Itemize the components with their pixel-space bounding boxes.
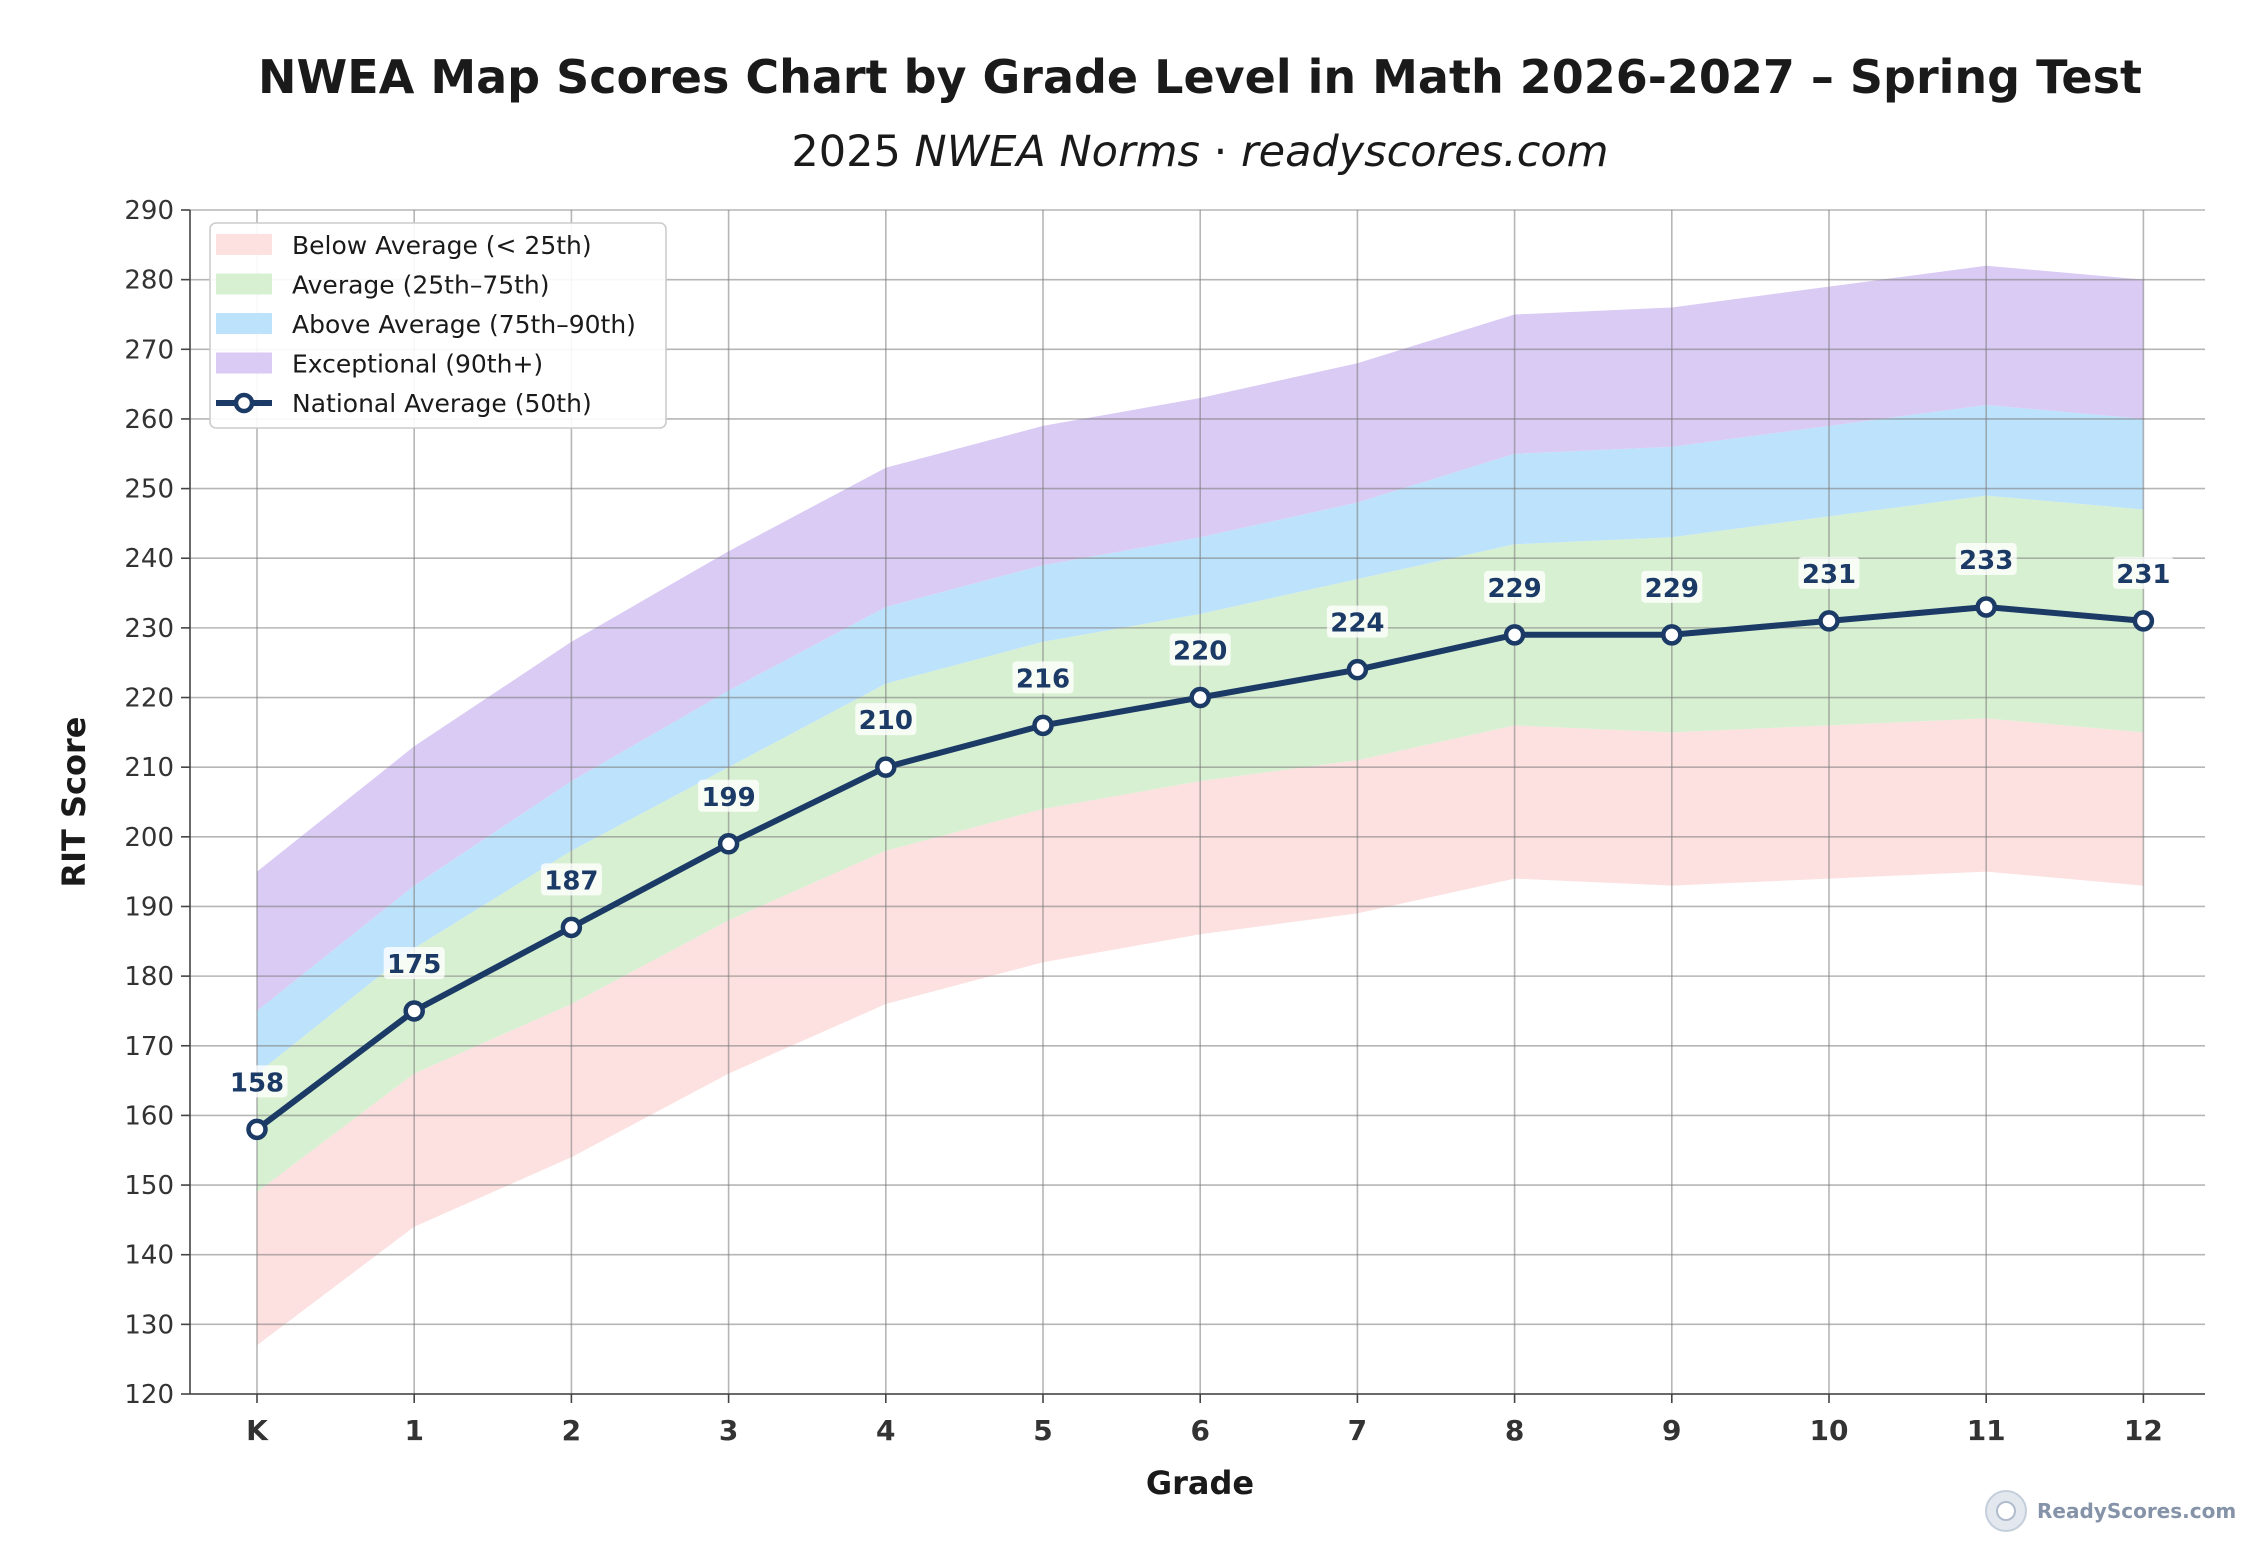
y-tick-label: 230 <box>124 614 174 644</box>
legend-label: Average (25th–75th) <box>292 271 550 300</box>
x-tick-label: 9 <box>1662 1414 1681 1447</box>
data-label: 233 <box>1959 546 2013 576</box>
data-label-bg <box>1012 661 1074 694</box>
y-tick-label: 260 <box>124 405 174 435</box>
data-label: 216 <box>1016 664 1070 694</box>
y-tick-label: 180 <box>124 962 174 992</box>
x-tick-label: 10 <box>1810 1414 1849 1447</box>
data-point <box>2132 610 2155 632</box>
y-tick-label: 220 <box>124 684 174 714</box>
readyscores-logo-inner <box>1996 1501 2016 1521</box>
legend-label: Below Average (< 25th) <box>292 231 592 260</box>
y-tick-label: 280 <box>124 266 174 296</box>
data-label-bg <box>1955 542 2017 575</box>
x-tick-label: 12 <box>2124 1414 2163 1447</box>
legend-swatch <box>216 352 272 374</box>
x-tick-label: 11 <box>1967 1414 2006 1447</box>
data-label: 175 <box>387 950 441 980</box>
x-tick-label: 4 <box>876 1414 895 1447</box>
y-tick-label: 210 <box>124 753 174 783</box>
y-tick-label: 160 <box>124 1101 174 1131</box>
x-tick-label: 7 <box>1348 1414 1367 1447</box>
data-label-bg <box>698 779 760 812</box>
data-point <box>246 1118 268 1141</box>
data-point <box>1346 658 1369 681</box>
data-point <box>1189 686 1211 709</box>
x-tick-label: 6 <box>1190 1414 1209 1447</box>
y-tick-label: 200 <box>124 823 174 853</box>
data-point <box>560 916 583 939</box>
data-point <box>1818 610 1840 632</box>
data-point <box>403 1000 425 1022</box>
watermark: ReadyScores.com <box>1985 1490 2236 1532</box>
legend: Below Average (< 25th) Average (25th–75th… <box>209 222 667 429</box>
data-label: 199 <box>701 783 755 813</box>
data-point <box>717 833 740 855</box>
y-tick-label: 290 <box>124 196 174 226</box>
data-point <box>1661 624 1683 646</box>
chart-subtitle: 2025 NWEA Norms · readyscores.com <box>791 127 1608 177</box>
data-label: 224 <box>1330 609 1384 639</box>
y-tick-label: 120 <box>124 1380 174 1410</box>
data-label: 158 <box>230 1068 284 1098</box>
y-tick-label: 170 <box>124 1032 174 1062</box>
data-label: 220 <box>1173 637 1227 667</box>
data-label-bg <box>1798 556 1860 589</box>
data-label-bg <box>1641 570 1703 603</box>
y-tick-label: 150 <box>124 1171 174 1201</box>
legend-swatch <box>216 273 272 295</box>
data-label-bg <box>1484 570 1546 603</box>
x-tick-label: 5 <box>1033 1414 1052 1447</box>
x-tick-labels: K 1 2 3 4 5 6 7 8 9 10 11 12 <box>246 1394 2163 1447</box>
y-tick-label: 270 <box>124 335 174 365</box>
data-point <box>1503 624 1526 646</box>
chart-title: NWEA Map Scores Chart by Grade Level in … <box>258 50 2142 104</box>
data-label-bg <box>226 1065 288 1098</box>
data-label: 229 <box>1645 574 1699 604</box>
y-axis-title: RIT Score <box>55 717 93 888</box>
y-tick-label: 140 <box>124 1241 174 1271</box>
y-tick-label: 250 <box>124 475 174 505</box>
data-point <box>1975 596 1997 618</box>
data-label: 231 <box>1802 560 1856 590</box>
data-label-bg <box>540 863 602 896</box>
data-label: 210 <box>859 706 913 736</box>
y-tick-label: 130 <box>124 1310 174 1340</box>
x-tick-label: 1 <box>404 1414 423 1447</box>
data-label-bg <box>2112 556 2174 589</box>
x-tick-label: 2 <box>562 1414 581 1447</box>
legend-label: National Average (50th) <box>292 389 592 418</box>
data-label-bg <box>383 946 445 979</box>
legend-swatch <box>216 234 272 255</box>
data-label: 187 <box>544 866 598 896</box>
legend-label: Exceptional (90th+) <box>292 350 543 379</box>
legend-swatch <box>216 313 272 334</box>
y-tick-label: 240 <box>124 544 174 574</box>
legend-box <box>209 222 667 429</box>
x-tick-label: K <box>246 1414 269 1447</box>
y-tick-labels: 120 130 140 150 160 170 180 190 200 210 220 230 240 2… <box>124 196 190 1410</box>
x-tick-label: 8 <box>1505 1414 1524 1447</box>
axes <box>189 210 2205 1395</box>
x-axis-title: Grade <box>1146 1464 1254 1502</box>
data-label-bg <box>855 703 917 736</box>
legend-label: Above Average (75th–90th) <box>292 310 636 339</box>
data-label-bg <box>1169 633 1231 666</box>
data-label-bg <box>1326 605 1388 638</box>
national-average-series <box>246 596 2155 1141</box>
data-label: 229 <box>1487 574 1541 604</box>
legend-marker <box>233 392 255 414</box>
data-point <box>875 756 897 778</box>
data-labels: 158 175 187 199 210 216 220 224 229 229 231 233 231 <box>226 542 2174 1098</box>
x-tick-label: 3 <box>719 1414 738 1447</box>
data-label: 231 <box>2116 560 2170 590</box>
watermark-text: ReadyScores.com <box>2037 1499 2236 1523</box>
data-point <box>1032 714 1054 737</box>
y-tick-label: 190 <box>124 892 174 922</box>
